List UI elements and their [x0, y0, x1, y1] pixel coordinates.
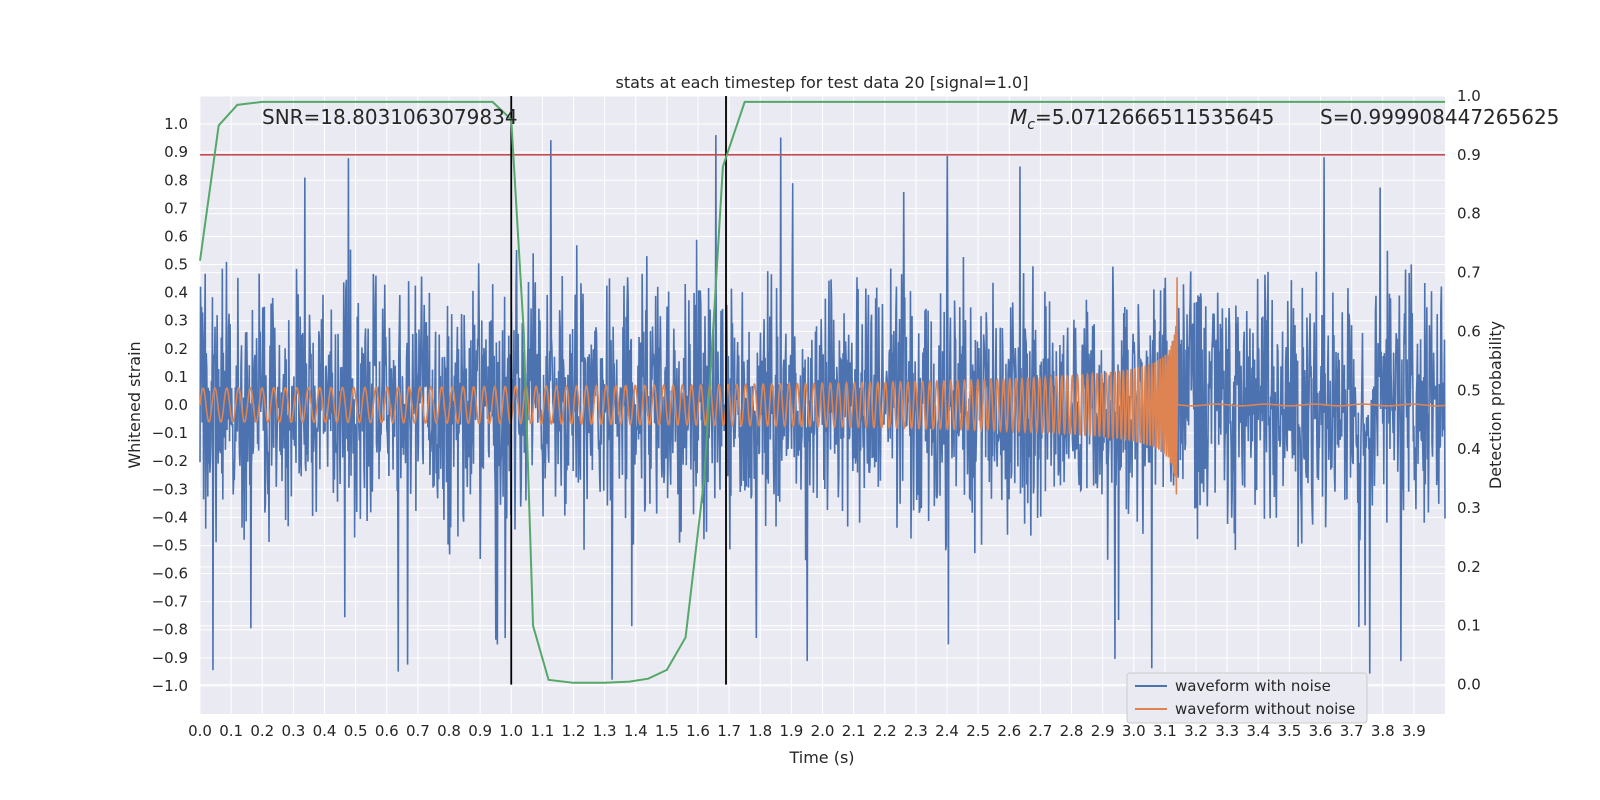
x-tick-label: 0.2 [250, 722, 274, 740]
y-tick-label: 0.2 [164, 340, 188, 358]
x-tick-label: 0.0 [188, 722, 212, 740]
x-tick-label: 2.9 [1091, 722, 1115, 740]
x-tick-label: 3.0 [1122, 722, 1146, 740]
y2-tick-labels: 1.0 0.9 0.8 0.7 0.6 0.5 0.4 0.3 0.2 0.1 0.0 [1457, 87, 1481, 694]
x-tick-label: 2.1 [842, 722, 866, 740]
y2-tick-label: 0.5 [1457, 381, 1481, 399]
y-tick-label: −0.7 [152, 593, 188, 611]
y-tick-label: −0.1 [152, 424, 188, 442]
series-waveform-with-noise [199, 135, 1446, 680]
y-tick-label: −0.5 [152, 536, 188, 554]
y2-tick-label: 0.9 [1457, 146, 1481, 164]
legend: waveform with noise waveform without noi… [1126, 672, 1368, 724]
series-waveform-without-noise [199, 277, 1446, 495]
x-tick-label: 0.4 [313, 722, 337, 740]
y-tick-label: 0.8 [164, 171, 188, 189]
y-tick-label: 0.1 [164, 368, 188, 386]
x-tick-label: 3.6 [1309, 722, 1333, 740]
x-tick-label: 3.4 [1246, 722, 1270, 740]
x-tick-label: 0.7 [406, 722, 430, 740]
chart-title: stats at each timestep for test data 20 … [616, 73, 1029, 92]
y-tick-label: −0.2 [152, 452, 188, 470]
x-tick-label: 1.3 [593, 722, 617, 740]
y2-tick-label: 0.7 [1457, 264, 1481, 282]
x-tick-label: 1.6 [686, 722, 710, 740]
series-layer [199, 135, 1446, 680]
x-tick-label: 1.1 [530, 722, 554, 740]
reference-lines [199, 96, 1445, 685]
x-tick-labels: 0.0 0.1 0.2 0.3 0.4 0.5 0.6 0.7 0.8 0.9 1.0 1.1 1.2 1… [188, 722, 1426, 740]
x-tick-label: 3.9 [1402, 722, 1426, 740]
x-tick-label: 2.0 [811, 722, 835, 740]
y2-tick-label: 0.0 [1457, 676, 1481, 694]
y2-tick-label: 0.4 [1457, 440, 1481, 458]
y2-axis-label: Detection probability [1486, 321, 1505, 489]
mc-symbol: M [1010, 105, 1027, 129]
mc-value: =5.0712666511535645 [1035, 105, 1274, 129]
x-tick-label: 0.3 [281, 722, 305, 740]
x-tick-label: 0.1 [219, 722, 243, 740]
mc-annotation: Mc=5.0712666511535645 [1010, 105, 1274, 133]
y2-tick-label: 0.2 [1457, 558, 1481, 576]
legend-label-noise: waveform with noise [1175, 677, 1331, 695]
x-tick-label: 3.1 [1153, 722, 1177, 740]
legend-label-clean: waveform without noise [1175, 700, 1355, 718]
x-tick-label: 1.0 [499, 722, 523, 740]
x-tick-label: 3.7 [1340, 722, 1364, 740]
x-tick-label: 0.5 [344, 722, 368, 740]
y-tick-label: 0.3 [164, 312, 188, 330]
y-tick-label: 0.0 [164, 396, 188, 414]
x-tick-label: 0.6 [375, 722, 399, 740]
y-tick-label: 0.6 [164, 227, 188, 245]
x-tick-label: 1.5 [655, 722, 679, 740]
y-tick-label: 0.4 [164, 284, 188, 302]
y2-tick-label: 0.6 [1457, 322, 1481, 340]
x-tick-label: 2.6 [997, 722, 1021, 740]
x-tick-label: 3.3 [1215, 722, 1239, 740]
y2-tick-label: 0.1 [1457, 617, 1481, 635]
y-tick-label: −1.0 [152, 677, 188, 695]
y-tick-label: −0.8 [152, 621, 188, 639]
mc-subscript: c [1027, 117, 1035, 133]
y-tick-label: 1.0 [164, 115, 188, 133]
y-tick-label: −0.4 [152, 508, 188, 526]
x-tick-label: 3.8 [1371, 722, 1395, 740]
x-tick-label: 2.3 [904, 722, 928, 740]
x-tick-label: 3.5 [1277, 722, 1301, 740]
y-tick-label: 0.7 [164, 199, 188, 217]
y-tick-label: −0.3 [152, 480, 188, 498]
x-tick-label: 2.5 [966, 722, 990, 740]
snr-annotation: SNR=18.8031063079834 [262, 105, 518, 129]
y-tick-label: −0.9 [152, 649, 188, 667]
x-tick-label: 2.8 [1060, 722, 1084, 740]
x-tick-label: 0.8 [437, 722, 461, 740]
s-annotation: S=0.999908447265625 [1320, 105, 1559, 129]
x-tick-label: 0.9 [468, 722, 492, 740]
y-tick-label: 0.5 [164, 256, 188, 274]
legend-box [1126, 672, 1368, 724]
x-tick-label: 2.2 [873, 722, 897, 740]
y-tick-label: 0.9 [164, 143, 188, 161]
x-tick-label: 2.4 [935, 722, 959, 740]
x-tick-label: 1.4 [624, 722, 648, 740]
x-tick-label: 1.9 [779, 722, 803, 740]
x-tick-label: 1.8 [748, 722, 772, 740]
y-tick-label: −0.6 [152, 565, 188, 583]
x-tick-label: 1.2 [562, 722, 586, 740]
x-tick-label: 2.7 [1028, 722, 1052, 740]
x-tick-label: 3.2 [1184, 722, 1208, 740]
x-axis-label: Time (s) [788, 748, 854, 767]
y2-tick-label: 1.0 [1457, 87, 1481, 105]
series-detection-probability [199, 100, 1445, 684]
y-axis-label: Whitened strain [125, 341, 144, 468]
y2-tick-label: 0.8 [1457, 205, 1481, 223]
y2-tick-label: 0.3 [1457, 499, 1481, 517]
y-tick-labels: 1.0 0.9 0.8 0.7 0.6 0.5 0.4 0.3 0.2 0.1 0.0 −0.1 −0.… [152, 115, 188, 695]
x-tick-label: 1.7 [717, 722, 741, 740]
